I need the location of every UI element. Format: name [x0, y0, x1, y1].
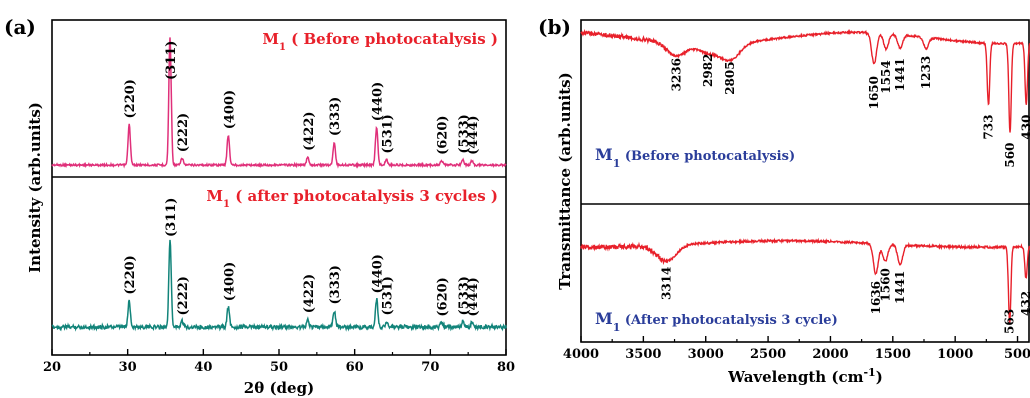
label-sub: 1 [613, 157, 621, 170]
xrd-peak-label: (533) [457, 114, 472, 153]
xrd-peak-label: (422) [302, 274, 317, 313]
ftir-band-label: 2805 [723, 61, 737, 94]
label-main: M [595, 309, 613, 328]
xrd-line-1 [51, 37, 507, 169]
ftir-tick-label: 3500 [625, 347, 661, 362]
ftir-band-label: 733 [982, 115, 996, 140]
xrd-peak-label: (533) [457, 276, 472, 315]
panel-label-b: (b) [538, 15, 571, 39]
xlabel-end: ) [876, 368, 883, 386]
xrd-tick-label: 50 [270, 360, 288, 375]
xrd-peak-label: (220) [123, 255, 138, 294]
ftir-line-2 [580, 237, 1030, 323]
xrd-peak-label: (531) [380, 114, 395, 153]
ftir-band-label: 1554 [879, 60, 893, 93]
xrd-series-label: M1 ( Before photocatalysis ) [262, 30, 498, 53]
ftir-band-label: 1636 [869, 281, 883, 314]
xrd-tick-label: 70 [421, 360, 439, 375]
label-sub: 1 [613, 321, 621, 334]
xrd-tick-label: 80 [497, 360, 515, 375]
xrd-peak-label: (333) [328, 97, 343, 136]
xrd-peak-label: (222) [176, 113, 191, 152]
xrd-peak-label: (620) [436, 115, 451, 154]
ftir-band-label: 1441 [893, 58, 907, 91]
ftir-tick-label: 1500 [875, 347, 911, 362]
xrd-tick-label: 30 [119, 360, 137, 375]
ftir-band-label: 1233 [919, 56, 933, 89]
panel-label-a: (a) [4, 15, 36, 39]
ftir-band-label: 2982 [701, 54, 715, 87]
xrd-peak-label: (400) [222, 90, 237, 129]
xrd-tick-label: 60 [346, 360, 364, 375]
ftir-frame [580, 19, 1030, 343]
ftir-band-label: 3314 [660, 267, 674, 300]
xrd-peak-label: (531) [380, 276, 395, 315]
ftir-band-label: 1650 [867, 76, 881, 109]
ftir-band-label: 1441 [893, 271, 907, 304]
label-rest: ( after photocatalysis 3 cycles ) [230, 187, 498, 205]
xrd-peak-label: (220) [123, 79, 138, 118]
xrd-peak-label: (222) [176, 276, 191, 315]
xrd-peak-label: (444) [466, 115, 481, 154]
xlabel-sup: -1 [863, 366, 875, 379]
ftir-tick-label: 2500 [750, 347, 786, 362]
ftir-tick-label: 4000 [563, 347, 599, 362]
ftir-line-1 [580, 28, 1030, 133]
xrd-series-label: M1 ( after photocatalysis 3 cycles ) [206, 187, 498, 210]
xrd-peak-label: (311) [164, 198, 179, 237]
xrd-line-2 [51, 239, 507, 332]
label-sub: 1 [223, 199, 230, 210]
label-rest: ( Before photocatalysis ) [286, 30, 498, 48]
ftir-x-axis-title: Wavelength (cm-1) [727, 366, 883, 387]
label-rest: (Before photocatalysis) [620, 149, 795, 164]
ftir-tick-label: 500 [1004, 347, 1030, 362]
label-rest: (After photocatalysis 3 cycle) [620, 313, 837, 328]
ftir-band-label: 430 [1019, 115, 1030, 140]
ftir-band-label: 432 [1019, 291, 1030, 316]
label-main: M [595, 145, 613, 164]
ftir-tick-label: 2000 [812, 347, 848, 362]
xrd-peak-label: (444) [466, 277, 481, 316]
xrd-peak-label: (620) [436, 277, 451, 316]
xrd-peak-label: (422) [302, 111, 317, 150]
ftir-tick-label: 1000 [937, 347, 973, 362]
ftir-band-label: 3236 [669, 58, 683, 91]
xrd-tick-label: 20 [43, 360, 61, 375]
xrd-peak-label: (333) [328, 265, 343, 304]
xrd-peak-label: (400) [222, 262, 237, 301]
xlabel-main: Wavelength (cm [727, 368, 863, 386]
label-sub: 1 [279, 42, 286, 53]
ftir-band-label: 1560 [878, 268, 892, 301]
ftir-series-label: M1 (Before photocatalysis) [595, 145, 795, 170]
xrd-peak-label: (440) [371, 254, 386, 293]
xrd-peak-label: (311) [164, 41, 179, 80]
label-main: M [206, 187, 223, 205]
xrd-tick-label: 40 [194, 360, 212, 375]
xrd-peak-label: (440) [371, 82, 386, 121]
ftir-band-label: 560 [1003, 143, 1017, 168]
ftir-series-label: M1 (After photocatalysis 3 cycle) [595, 309, 838, 334]
xrd-x-axis-title: 2θ (deg) [244, 379, 314, 397]
xrd-panel: (220)(311)(222)(400)(422) (333) (440)(531)… [4, 15, 515, 397]
ftir-band-label: 563 [1003, 309, 1017, 334]
label-main: M [262, 30, 279, 48]
ftir-y-axis-title: Transmittance (arb.units) [556, 72, 574, 289]
ftir-tick-label: 3000 [688, 347, 724, 362]
xrd-y-axis-title: Intensity (arb.units) [26, 102, 44, 273]
